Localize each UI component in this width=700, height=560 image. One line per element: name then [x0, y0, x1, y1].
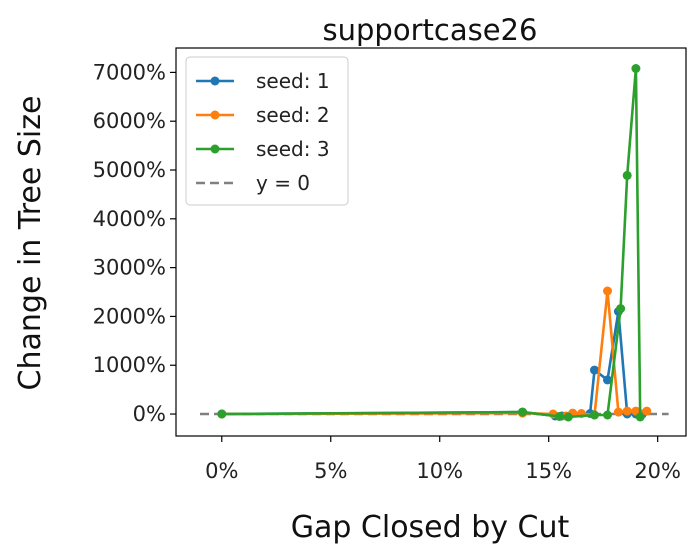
data-point	[642, 406, 652, 416]
legend-item: seed: 1	[196, 69, 330, 93]
legend-item: y = 0	[196, 171, 310, 195]
legend-marker	[210, 110, 220, 120]
legend-marker	[210, 76, 220, 86]
series-seed-3	[217, 64, 645, 422]
x-tick-label: 5%	[314, 459, 347, 483]
data-point	[590, 410, 599, 420]
y-tick-label: 0%	[133, 402, 166, 426]
data-point	[555, 412, 565, 421]
data-point	[518, 407, 527, 417]
legend-marker	[210, 144, 220, 154]
data-point	[603, 286, 612, 296]
data-point	[622, 406, 632, 416]
x-axis-title: Gap Closed by Cut	[291, 510, 570, 545]
y-tick-label: 1000%	[93, 353, 166, 377]
series-layer	[200, 64, 669, 422]
chart-title: supportcase26	[323, 13, 538, 47]
legend-box	[185, 56, 349, 206]
data-point	[635, 412, 645, 422]
legend-label: seed: 3	[256, 137, 330, 161]
legend-label: seed: 2	[256, 103, 330, 127]
y-tick-label: 5000%	[93, 158, 166, 182]
y-tick-label: 2000%	[93, 304, 166, 328]
x-axis: 0% 5% 10% 15% 20%	[205, 436, 681, 483]
x-tick-label: 20%	[634, 459, 681, 483]
y-axis: 0% 1000% 2000% 3000% 4000% 5000% 6000% 7000%	[93, 60, 176, 426]
legend-label: seed: 1	[256, 69, 330, 93]
legend-item: seed: 3	[196, 137, 330, 161]
data-point	[217, 409, 227, 419]
y-tick-label: 3000%	[93, 256, 166, 280]
series-seed-2	[217, 286, 652, 421]
x-tick-label: 10%	[416, 459, 463, 483]
x-tick-label: 15%	[525, 459, 572, 483]
series-line	[221, 289, 647, 418]
x-tick-label: 0%	[205, 459, 238, 483]
y-axis-title: Change in Tree Size	[13, 96, 48, 391]
series-seed-1	[217, 307, 647, 421]
data-point	[563, 412, 573, 422]
data-point	[603, 410, 612, 420]
data-point	[631, 64, 641, 73]
legend-item: seed: 2	[196, 103, 330, 127]
y-tick-label: 6000%	[93, 109, 166, 133]
data-point	[603, 375, 612, 385]
plot-area	[175, 47, 687, 437]
legend: seed: 1 seed: 2 seed: 3 y = 0	[185, 56, 349, 206]
y-tick-label: 4000%	[93, 207, 166, 231]
data-point	[613, 407, 623, 417]
y-tick-label: 7000%	[93, 60, 166, 84]
data-point	[590, 365, 599, 375]
data-point	[622, 170, 632, 180]
data-point	[616, 304, 626, 314]
series-line	[221, 310, 643, 418]
series-line	[221, 67, 642, 419]
legend-label: y = 0	[256, 171, 310, 195]
